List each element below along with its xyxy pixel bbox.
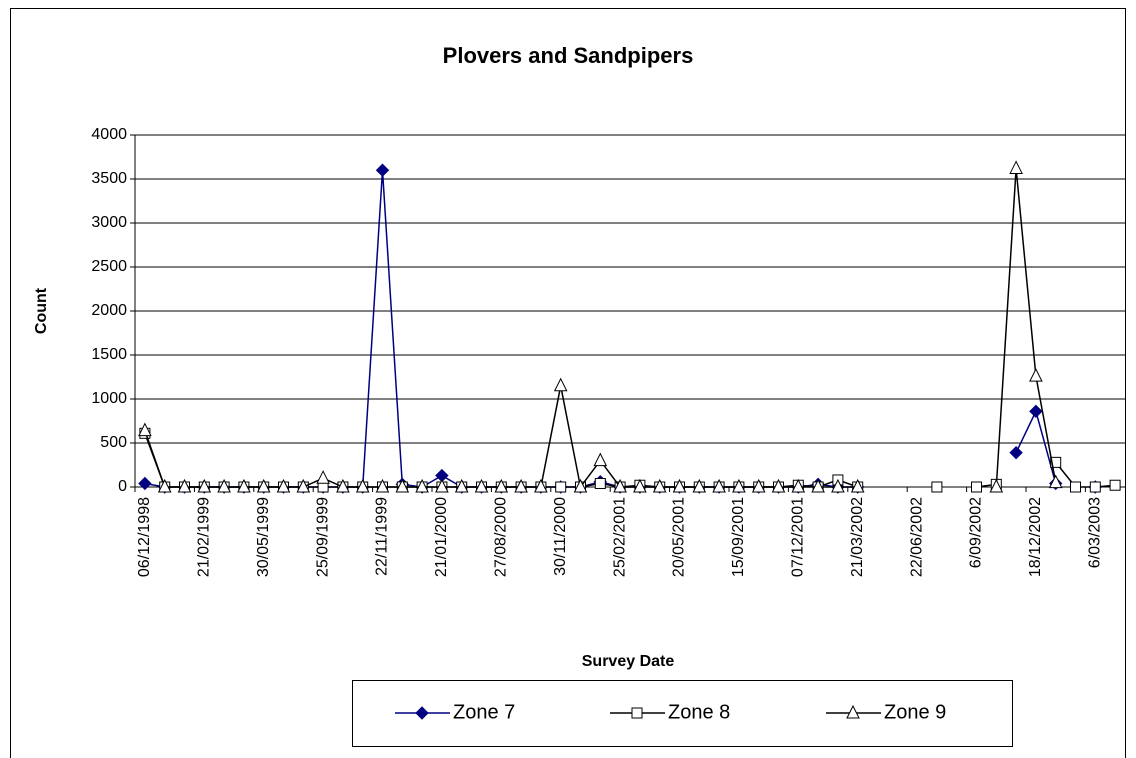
point (692, 478, 707, 493)
point (593, 452, 608, 467)
chart-title: Plovers and Sandpipers (443, 43, 694, 68)
point (633, 478, 647, 493)
point (296, 478, 311, 493)
point (395, 478, 410, 493)
point (494, 478, 509, 493)
point (613, 478, 627, 493)
point (474, 478, 489, 493)
point (375, 478, 390, 493)
x-tick-label: 25/09/1999 (314, 497, 331, 577)
x-tick-label: 20/05/2001 (671, 497, 688, 577)
chart-border (10, 8, 1126, 758)
legend-label: Zone 9 (884, 701, 946, 723)
x-tick-label: 30/11/2000 (552, 497, 569, 576)
point (276, 478, 291, 493)
point (652, 478, 667, 493)
legend-label: Zone 7 (453, 701, 515, 723)
x-tick-label: 22/06/2002 (908, 497, 925, 577)
point (791, 478, 806, 493)
y-tick-label: 3000 (91, 214, 127, 231)
point (197, 478, 212, 493)
point (355, 478, 370, 493)
x-tick-label: 30/05/1999 (255, 497, 272, 577)
point (375, 163, 390, 177)
legend-marker (846, 704, 860, 719)
point (435, 478, 449, 493)
y-tick-label: 2500 (91, 258, 127, 275)
x-tick-label: 6/03/2003 (1087, 497, 1104, 568)
point (1029, 404, 1043, 419)
point (1029, 368, 1043, 382)
series-line (995, 168, 1057, 488)
point (316, 470, 330, 484)
y-tick-label: 500 (100, 434, 127, 451)
point (732, 478, 746, 493)
x-tick-label: 21/03/2002 (849, 497, 866, 577)
x-tick-label: 15/09/2001 (730, 497, 747, 577)
legend (352, 680, 1013, 747)
point (811, 478, 825, 493)
point (594, 477, 606, 489)
point (336, 478, 350, 493)
point (931, 481, 943, 493)
point (771, 478, 786, 493)
legend-marker (415, 706, 429, 720)
point (1070, 481, 1081, 493)
point (454, 478, 469, 493)
point (672, 478, 687, 493)
point (138, 476, 152, 491)
y-axis-label: Count (33, 287, 50, 334)
y-tick-label: 1500 (91, 346, 127, 363)
y-tick-label: 4000 (91, 126, 127, 143)
x-tick-label: 6/09/2002 (968, 497, 985, 568)
point (1089, 481, 1101, 493)
point (157, 478, 172, 493)
point (1050, 456, 1062, 468)
point (553, 377, 568, 392)
y-tick-label: 3500 (91, 170, 127, 187)
point (177, 478, 192, 493)
point (831, 478, 845, 493)
point (415, 478, 429, 493)
x-axis-label: Survey Date (582, 653, 675, 670)
y-tick-label: 1000 (91, 390, 127, 407)
point (1009, 160, 1023, 174)
point (217, 478, 231, 493)
x-tick-label: 18/12/2002 (1027, 497, 1044, 577)
x-tick-label: 25/02/2001 (611, 497, 628, 577)
y-tick-label: 2000 (91, 302, 127, 319)
series-line (1055, 461, 1116, 488)
point (751, 478, 766, 493)
point (573, 478, 588, 493)
point (850, 478, 865, 493)
x-tick-label: 21/01/2000 (433, 497, 450, 577)
point (1009, 445, 1023, 460)
point (256, 478, 271, 493)
legend-label: Zone 8 (668, 701, 730, 723)
point (138, 422, 152, 437)
point (989, 478, 1004, 493)
x-tick-label: 22/11/1999 (374, 497, 391, 576)
legend-marker (631, 707, 643, 719)
point (1048, 474, 1063, 489)
point (712, 478, 726, 493)
point (534, 478, 548, 493)
point (555, 481, 567, 493)
x-tick-label: 06/12/1998 (136, 497, 153, 577)
x-tick-label: 21/02/1999 (196, 497, 213, 577)
point (971, 481, 982, 493)
x-tick-label: 27/08/2000 (493, 497, 510, 577)
point (514, 478, 528, 493)
point (237, 478, 251, 493)
x-tick-label: 07/12/2001 (790, 497, 807, 577)
point (1109, 479, 1121, 491)
y-tick-label: 0 (118, 478, 127, 495)
